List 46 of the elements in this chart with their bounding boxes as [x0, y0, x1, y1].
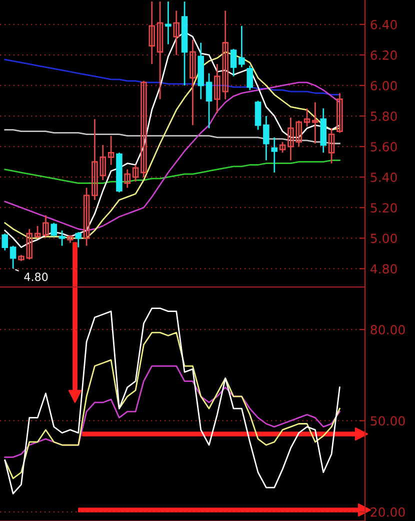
- candlestick: [173, 10, 180, 56]
- candlestick: [83, 187, 90, 246]
- candlestick: [132, 164, 139, 182]
- candlestick: [312, 102, 318, 144]
- candlestick: [165, 0, 172, 45]
- candlestick: [50, 222, 58, 238]
- y-tick-label: 4.80: [370, 264, 397, 274]
- candlestick: [238, 25, 245, 68]
- y-tick-label: 50.00: [370, 416, 405, 426]
- candlestick: [58, 230, 66, 246]
- line-series: [4, 365, 340, 458]
- candlestick: [156, 0, 164, 100]
- line-series: [4, 160, 340, 184]
- candlestick: [124, 168, 131, 188]
- candlestick: [271, 136, 278, 174]
- y-tick-label: 5.80: [370, 111, 397, 121]
- line-series: [4, 308, 340, 494]
- candlestick: [246, 64, 254, 91]
- candlestick: [336, 92, 343, 134]
- annotation: 4.80: [24, 272, 48, 282]
- candlestick: [254, 100, 262, 130]
- candlestick: [75, 231, 82, 248]
- candlestick: [304, 108, 310, 128]
- candlestick: [42, 214, 49, 238]
- y-tick-label: 6.00: [370, 80, 397, 90]
- candlestick: [263, 115, 270, 161]
- candlestick: [230, 48, 237, 78]
- candlestick: [148, 0, 156, 65]
- candlestick: [2, 232, 8, 252]
- candlestick: [206, 72, 212, 129]
- y-tick-label: 5.00: [370, 234, 397, 244]
- y-tick-label: 6.20: [370, 50, 397, 60]
- line-series: [4, 332, 340, 480]
- candlestick: [34, 225, 41, 239]
- candlestick: [108, 135, 114, 166]
- candlestick: [190, 38, 196, 126]
- y-tick-label: 6.40: [370, 20, 397, 30]
- candlestick: [26, 228, 33, 260]
- y-tick-label: 80.00: [370, 325, 405, 334]
- y-tick-label: 5.20: [370, 203, 397, 213]
- candlestick: [328, 128, 335, 164]
- y-tick-label: 5.60: [370, 142, 397, 152]
- y-tick-label: 5.40: [370, 172, 397, 182]
- y-tick-label: 20.00: [370, 507, 405, 517]
- candlestick: [279, 141, 286, 154]
- candlestick: [140, 80, 147, 178]
